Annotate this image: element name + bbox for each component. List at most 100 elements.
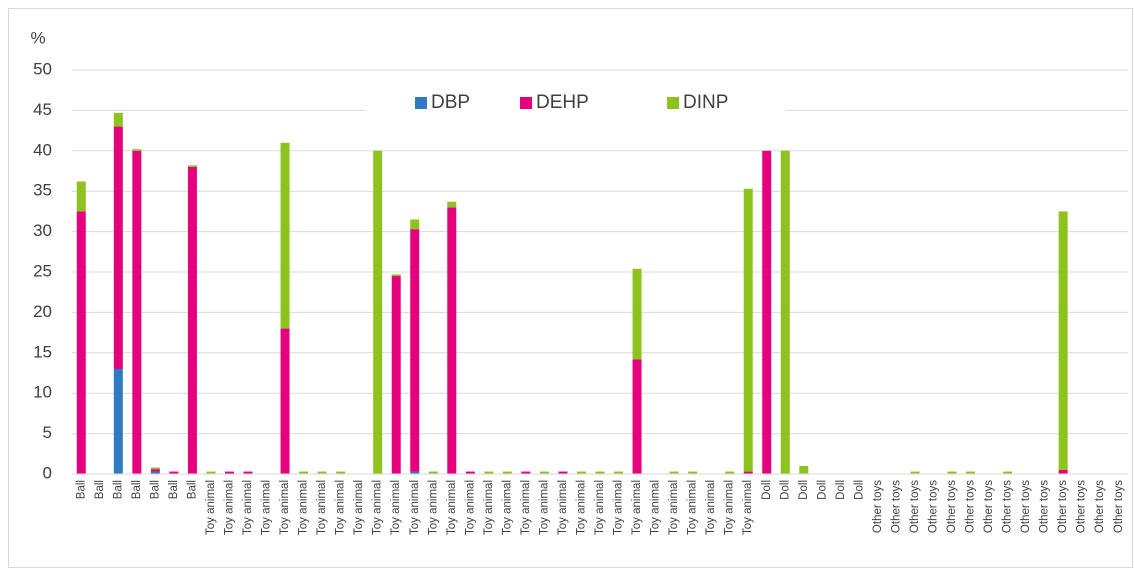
x-tick-label: Other toys (983, 480, 995, 533)
x-tick-label: Toy animal (501, 480, 513, 535)
x-tick-label: Toy animal (668, 480, 680, 535)
x-tick-label: Ball (75, 480, 87, 499)
x-tick-label: Toy animal (724, 480, 736, 535)
y-tick-label: 10 (33, 383, 52, 402)
y-tick-label: 35 (33, 181, 52, 200)
x-tick-label: Other toys (890, 480, 902, 533)
bar-segment (447, 207, 457, 475)
bar-segment (76, 211, 86, 474)
x-tick-label: Toy animal (427, 480, 439, 535)
x-tick-label: Toy animal (464, 480, 476, 535)
x-tick-label: Doll (798, 480, 810, 500)
bar-segment (558, 471, 568, 474)
bar-segment (1058, 211, 1068, 470)
x-tick-label: Toy animal (242, 480, 254, 535)
bar-segment (688, 471, 698, 474)
x-tick-label: Toy animal (538, 480, 550, 535)
bar-segment (447, 201, 457, 208)
bar-segment (595, 471, 605, 474)
bar-segment (632, 268, 642, 360)
x-tick-label: Doll (816, 480, 828, 500)
x-tick-label: Other toys (965, 480, 977, 533)
x-tick-label: Toy animal (742, 480, 754, 535)
x-tick-label: Toy animal (705, 480, 717, 535)
y-axis-label: % (30, 28, 45, 47)
bar-segment (762, 150, 772, 475)
x-tick-label: Toy animal (446, 480, 458, 535)
bar-segment (1058, 469, 1068, 474)
y-tick-label: 0 (43, 463, 52, 482)
bar-segment (391, 274, 401, 277)
bar-segment (410, 471, 420, 474)
bar-segment (280, 142, 290, 329)
y-tick-label: 25 (33, 261, 52, 280)
bar-segment (150, 469, 160, 472)
x-tick-label: Doll (835, 480, 847, 500)
y-tick-label: 5 (43, 423, 52, 442)
bar-segment (428, 471, 438, 474)
y-tick-label: 45 (33, 100, 52, 119)
x-tick-label: Toy animal (205, 480, 217, 535)
bar-segment (465, 471, 475, 474)
y-tick-label: 50 (33, 59, 52, 78)
x-tick-label: Toy animal (613, 480, 625, 535)
x-tick-label: Toy animal (316, 480, 328, 535)
x-tick-label: Toy animal (520, 480, 532, 535)
x-tick-label: Toy animal (409, 480, 421, 535)
bar-segment (410, 219, 420, 230)
bar-segment (1003, 471, 1013, 474)
x-tick-label: Toy animal (261, 480, 273, 535)
bar-segment (187, 165, 197, 167)
bar-segment (410, 229, 420, 472)
legend-label: DBP (431, 92, 470, 113)
bar-segment (484, 471, 494, 474)
bar-segment (799, 465, 809, 474)
legend-label: DEHP (536, 92, 589, 113)
x-tick-label: Other toys (1020, 480, 1032, 533)
bar-segment (539, 471, 549, 474)
bar-segment (743, 471, 753, 474)
bar-segment (743, 188, 753, 472)
x-tick-label: Ball (186, 480, 198, 499)
bar-segment (169, 471, 179, 474)
bar-segment (132, 149, 142, 151)
x-tick-label: Toy animal (390, 480, 402, 535)
bar-segment (113, 112, 123, 127)
legend-swatch (415, 97, 427, 109)
bar-segment (206, 471, 216, 474)
x-tick-label: Other toys (1094, 480, 1106, 533)
bar-segment (243, 471, 253, 474)
x-tick-label: Toy animal (335, 480, 347, 535)
bar-segment (187, 166, 197, 474)
x-tick-label: Other toys (909, 480, 921, 533)
y-tick-label: 40 (33, 140, 52, 159)
bar-segment (76, 181, 86, 212)
bar-segment (966, 471, 976, 474)
x-tick-label: Toy animal (594, 480, 606, 535)
x-tick-label: Toy animal (224, 480, 236, 535)
x-tick-label: Ball (168, 480, 180, 499)
bar-segment (521, 471, 531, 474)
x-tick-label: Toy animal (279, 480, 291, 535)
x-tick-label: Ball (149, 480, 161, 499)
x-tick-label: Other toys (928, 480, 940, 533)
bar-segment (113, 126, 123, 369)
bar-segment (150, 471, 160, 474)
x-tick-label: Toy animal (483, 480, 495, 535)
x-tick-label: Other toys (1057, 480, 1069, 533)
x-tick-label: Doll (779, 480, 791, 500)
y-tick-label: 20 (33, 302, 52, 321)
x-tick-label: Toy animal (631, 480, 643, 535)
bar-segment (947, 471, 957, 474)
legend-box (365, 85, 785, 121)
x-tick-label: Other toys (1002, 480, 1014, 533)
bar-segment (317, 471, 327, 474)
x-tick-label: Other toys (1039, 480, 1051, 533)
x-tick-label: Toy animal (372, 480, 384, 535)
bar-segment (280, 328, 290, 474)
bar-segment (502, 471, 512, 474)
bar-segment (150, 467, 160, 470)
bar-segment (910, 471, 920, 474)
x-tick-label: Toy animal (650, 480, 662, 535)
